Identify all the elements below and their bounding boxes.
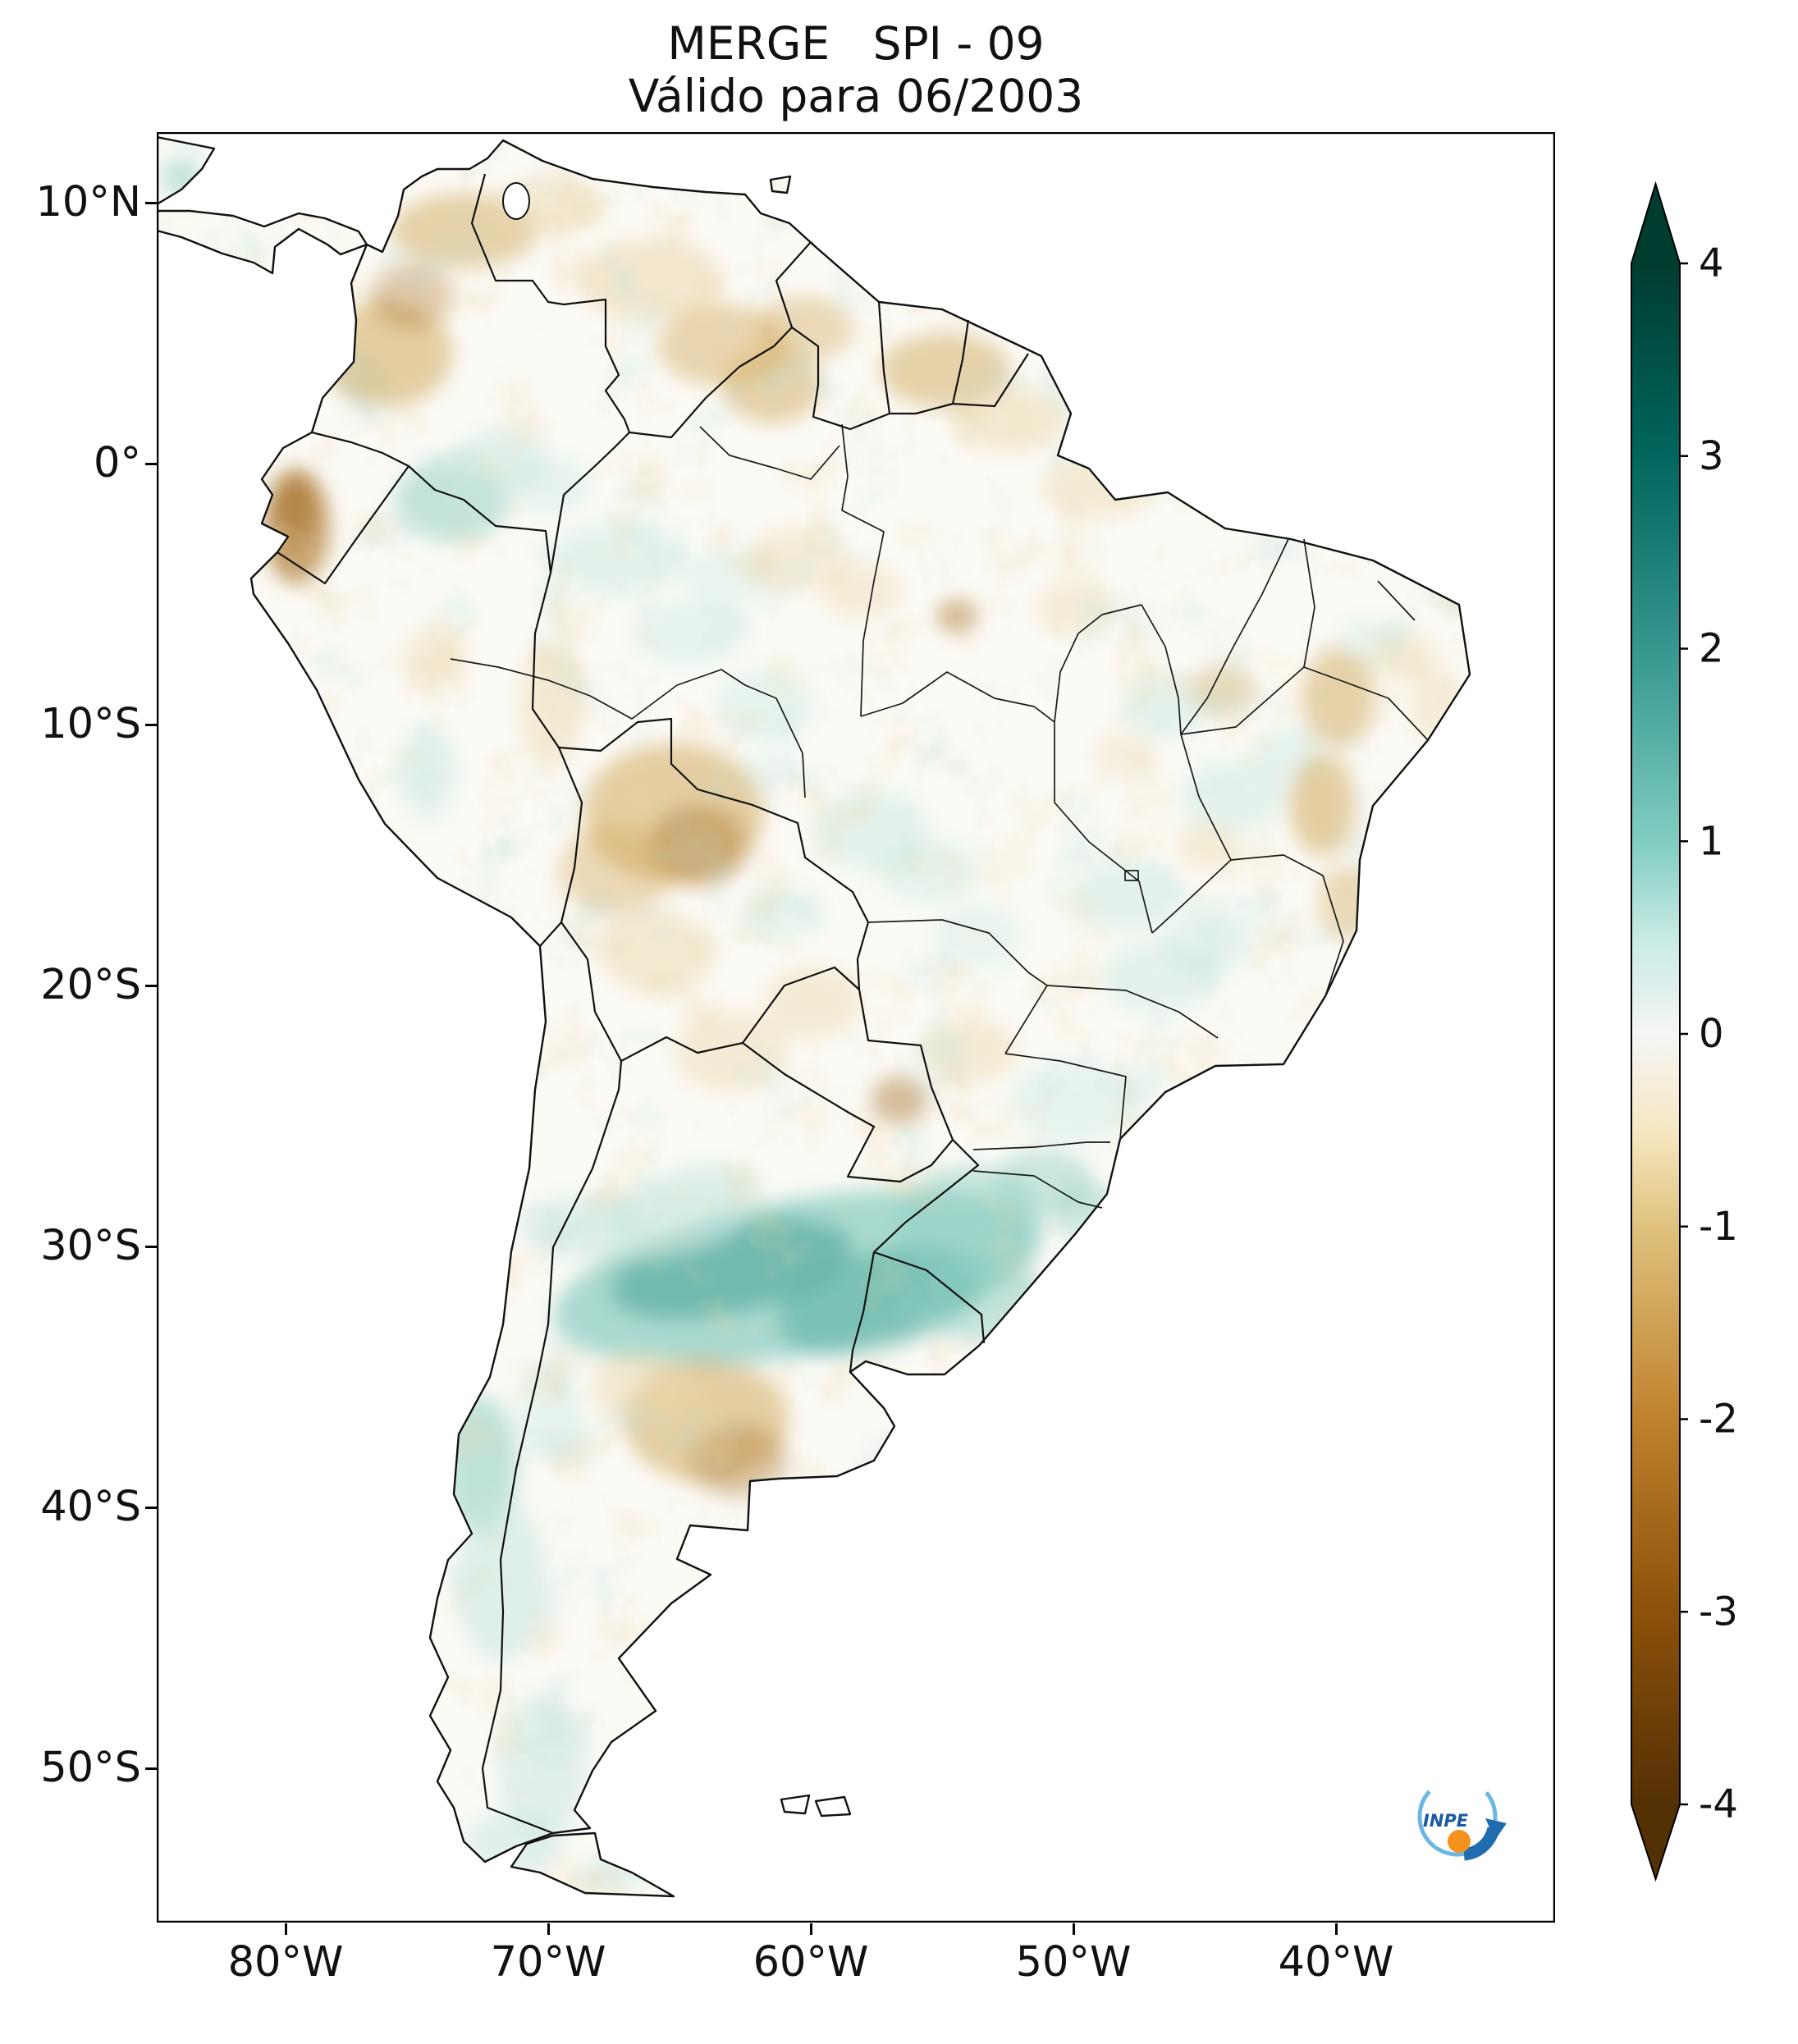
colorbar-tick-label: 1 [1699,818,1724,864]
state-borders [450,423,1429,1209]
colorbar-tick-label: -4 [1699,1781,1738,1827]
y-axis-tick-label: 20°S [40,961,141,1009]
trinidad-island [769,175,792,194]
y-axis-tick-label: 40°S [40,1483,141,1531]
figure-subtitle: Válido para 06/2003 [628,70,1084,122]
y-axis-tick-mark [145,724,157,726]
colorbar-tick-label: 2 [1699,626,1724,672]
inpe-logo-text: INPE [1423,1811,1469,1831]
colorbar-bar [1631,181,1681,1882]
panama-isthmus [157,209,368,275]
colorbar-tick-label: 0 [1699,1011,1724,1057]
y-axis-tick-mark [145,1767,157,1770]
central-america-corner [157,135,216,206]
y-axis-tick-mark [145,202,157,204]
y-axis-tick-mark [145,1246,157,1248]
x-axis-tick-label: 60°W [753,1938,869,1987]
x-axis-tick-label: 40°W [1278,1938,1394,1987]
x-axis-tick-mark [285,1923,287,1935]
south-america-coastline [249,139,1471,1863]
colorbar-tick-label: -3 [1699,1589,1738,1635]
x-axis-tick-mark [1335,1923,1338,1935]
x-axis-tick-mark [810,1923,812,1935]
inpe-logo: INPE [1417,1776,1507,1861]
colorbar-tick-label: -2 [1699,1397,1738,1443]
y-axis-tick-label: 10°S [40,700,141,748]
y-axis-tick-mark [145,1507,157,1509]
lake-maracaibo [502,182,530,220]
colorbar: 4 3 2 1 0 -1 -2 -3 -4 [1631,181,1738,1882]
y-axis-tick-mark [145,985,157,987]
x-axis-tick-mark [1073,1923,1075,1935]
colorbar-tick-label: 3 [1699,433,1724,479]
y-axis-tick-label: 0° [94,439,141,487]
colorbar-tick-label: 4 [1699,240,1724,286]
country-borders [277,173,1029,1835]
y-axis-tick-label: 10°N [35,178,141,226]
map-frame [157,132,1555,1923]
inpe-logo-arrowhead [1485,1818,1507,1840]
x-axis-tick-label: 70°W [490,1938,606,1987]
distrito-federal-outline [1124,870,1139,881]
map: INPE [157,132,1555,1923]
tierra-del-fuego [510,1831,675,1898]
inpe-logo-dot [1448,1830,1471,1853]
figure-title: MERGE SPI - 09 [667,17,1045,70]
y-axis-tick-mark [145,463,157,465]
falkland-islands-west [780,1794,811,1815]
x-axis-tick-label: 50°W [1015,1938,1132,1987]
x-axis-tick-mark [547,1923,550,1935]
falkland-islands-east [814,1795,852,1818]
coastlines [157,135,1471,1898]
x-axis-tick-label: 80°W [227,1938,344,1987]
colorbar-tick-label: -1 [1699,1204,1738,1250]
y-axis-tick-label: 50°S [40,1744,141,1792]
y-axis-tick-label: 30°S [40,1222,141,1270]
